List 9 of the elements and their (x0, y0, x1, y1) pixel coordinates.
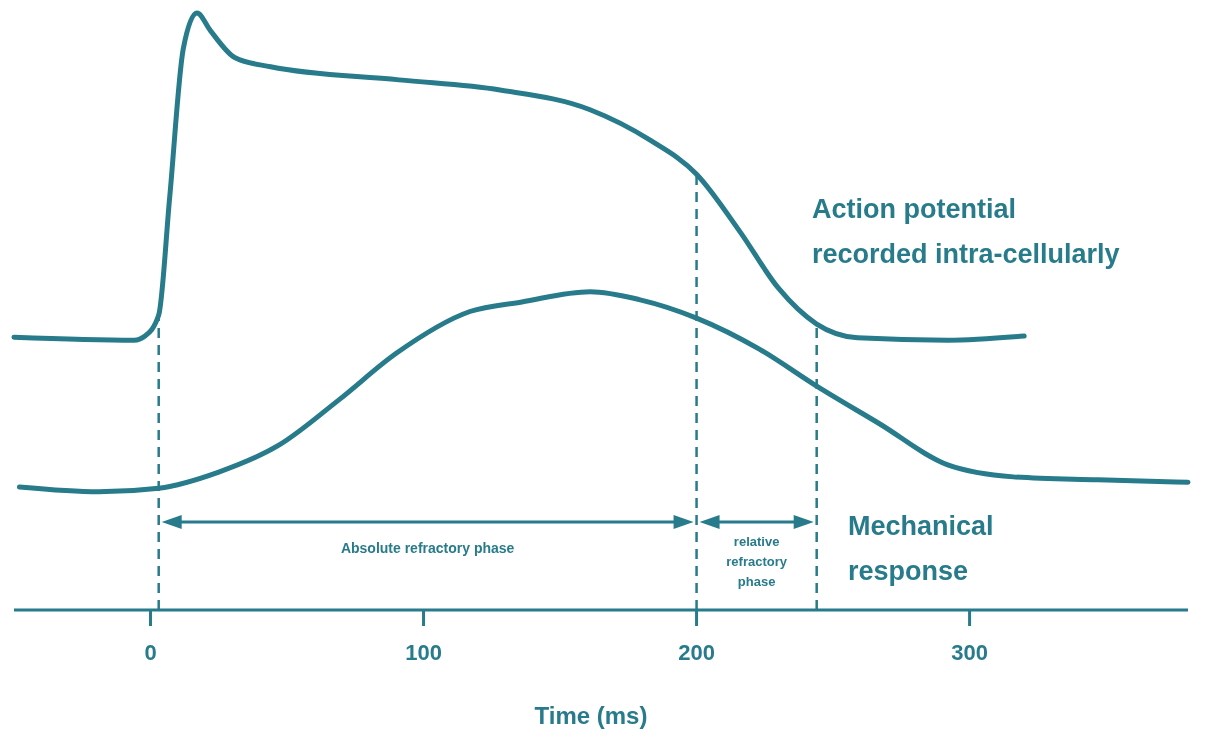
x-tick-label: 0 (144, 640, 157, 665)
x-tick-label: 100 (405, 640, 442, 665)
x-tick-label: 300 (951, 640, 988, 665)
series-label: Action potential recorded intra-cellularly (812, 194, 1120, 269)
annotation: Absolute refractory phase (340, 540, 515, 556)
annotation: relative refractory phase (726, 534, 788, 589)
x-axis-title: Time (ms) (534, 702, 648, 729)
x-tick-label: 200 (678, 640, 715, 665)
legend-label: Mechanical response (848, 511, 994, 586)
